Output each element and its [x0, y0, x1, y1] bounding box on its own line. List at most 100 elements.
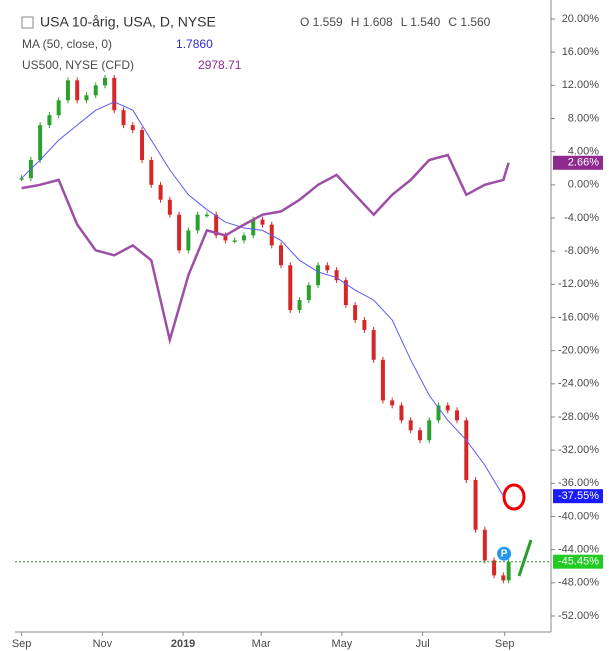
x-tick-label: Sep	[495, 638, 515, 650]
candle	[140, 130, 145, 160]
candle	[204, 214, 209, 217]
y-tick-label: -24.00%	[558, 378, 599, 390]
candle	[84, 95, 89, 101]
candle	[316, 265, 321, 286]
candle	[195, 214, 200, 231]
indicator-name: MA (50, close, 0)	[22, 37, 112, 51]
y-tick-label: -36.00%	[558, 477, 599, 489]
candle	[417, 430, 422, 441]
candle	[260, 219, 265, 225]
candle	[501, 575, 506, 581]
candle	[380, 359, 385, 401]
candle	[93, 85, 98, 96]
candle	[506, 561, 511, 581]
marker-label: P	[501, 548, 508, 559]
candle	[158, 184, 163, 200]
indicator-name: US500, NYSE (CFD)	[22, 58, 134, 72]
x-tick-label: Mar	[252, 638, 271, 650]
y-tick-label: 8.00%	[568, 112, 599, 124]
candle	[455, 410, 460, 421]
candle	[56, 100, 61, 116]
x-tick-label: May	[332, 638, 353, 650]
candle	[362, 319, 367, 330]
candle	[473, 480, 478, 530]
ohlc-value: L 1.540	[401, 15, 441, 29]
ohlc-value: H 1.608	[351, 15, 393, 29]
ohlc-value: O 1.559	[300, 15, 343, 29]
candle	[75, 80, 80, 101]
series-line	[21, 153, 510, 345]
y-tick-label: -8.00%	[564, 245, 599, 257]
candle	[279, 245, 284, 266]
indicator-value: 2978.71	[198, 58, 242, 72]
last-value-badge	[553, 155, 603, 170]
red-circle-annotation	[502, 483, 526, 511]
candle	[492, 560, 497, 576]
candle	[223, 235, 228, 241]
y-tick-label: 0.00%	[568, 179, 599, 191]
symbol-icon[interactable]	[21, 16, 34, 29]
candle	[177, 214, 182, 251]
y-tick-label: -52.00%	[558, 610, 599, 622]
candle	[130, 125, 135, 131]
series-line	[21, 101, 504, 497]
candle	[241, 235, 246, 241]
candle	[38, 125, 43, 160]
y-tick-label: -40.00%	[558, 510, 599, 522]
y-tick-label: -28.00%	[558, 411, 599, 423]
candle	[408, 420, 413, 431]
last-value-label: 2.66%	[568, 157, 599, 169]
last-value-label: -45.45%	[558, 556, 599, 568]
indicator-value: 1.7860	[176, 37, 213, 51]
y-tick-label: 12.00%	[562, 79, 600, 91]
marker-icon	[497, 546, 512, 561]
x-tick-label: 2019	[171, 638, 195, 650]
y-tick-label: -20.00%	[558, 345, 599, 357]
y-tick-label: 16.00%	[562, 46, 600, 58]
candle	[464, 420, 469, 481]
candle	[65, 80, 70, 101]
candle	[186, 230, 191, 251]
y-tick-label: -12.00%	[558, 278, 599, 290]
candle	[297, 300, 302, 311]
candle	[353, 305, 358, 320]
y-tick-label: -16.00%	[558, 311, 599, 323]
candle	[102, 77, 107, 86]
candle	[306, 285, 311, 301]
x-tick-label: Nov	[93, 638, 113, 650]
candle	[371, 329, 376, 360]
green-slash-annotation	[517, 539, 533, 577]
candle	[445, 405, 450, 411]
candle	[390, 400, 395, 406]
candle	[214, 214, 219, 236]
candle	[325, 265, 330, 271]
y-tick-label: -48.00%	[558, 577, 599, 589]
candle	[436, 405, 441, 421]
candle	[343, 280, 348, 306]
x-tick-label: Sep	[12, 638, 32, 650]
candle	[167, 199, 172, 215]
last-value-badge	[553, 554, 603, 569]
candle	[121, 110, 126, 126]
last-value-badge	[553, 489, 603, 504]
candle	[399, 405, 404, 421]
candle	[251, 219, 256, 236]
candle	[47, 115, 52, 126]
x-tick-label: Jul	[416, 638, 430, 650]
candle	[112, 77, 117, 111]
candle	[482, 529, 487, 561]
candle	[149, 159, 154, 185]
candle	[232, 240, 237, 242]
y-tick-label: -32.00%	[558, 444, 599, 456]
y-tick-label: 20.00%	[562, 13, 600, 25]
candle	[334, 270, 339, 281]
ohlc-value: C 1.560	[448, 15, 490, 29]
candle	[427, 420, 432, 441]
candle	[288, 265, 293, 311]
y-tick-label: 4.00%	[568, 146, 599, 158]
chart-title: USA 10-årig, USA, D, NYSE	[40, 14, 216, 30]
y-tick-label: -4.00%	[564, 212, 599, 224]
candle	[19, 178, 24, 180]
y-tick-label: -44.00%	[558, 544, 599, 556]
